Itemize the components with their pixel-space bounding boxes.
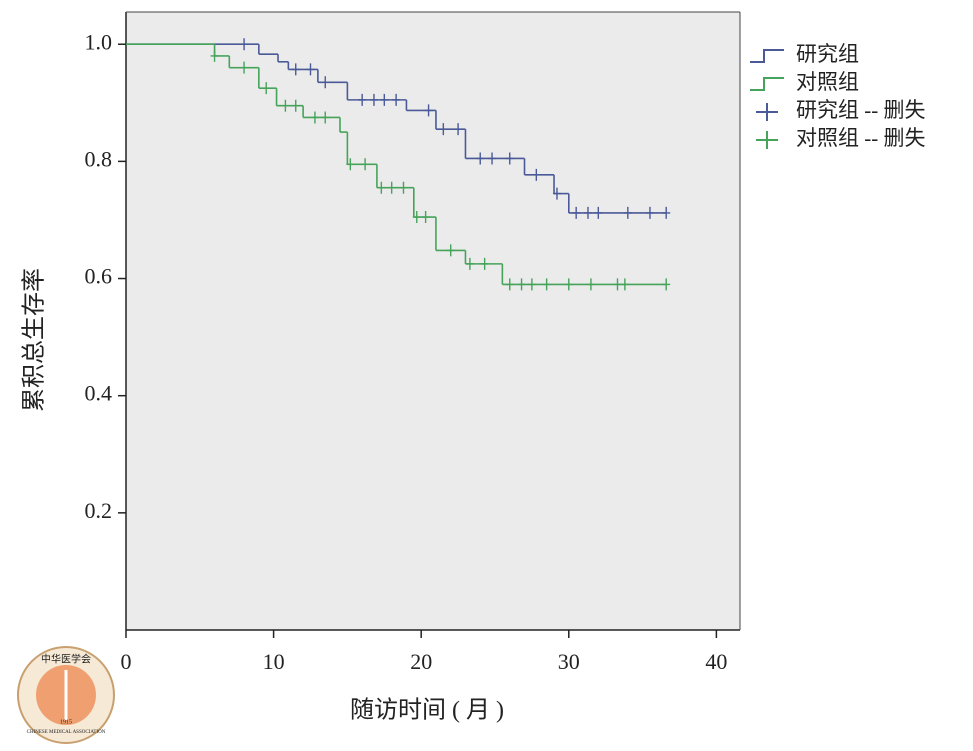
censor-mark (310, 111, 319, 124)
y-tick-label: 0.8 (85, 146, 113, 171)
censor-mark (321, 111, 330, 124)
censor-mark (527, 278, 536, 291)
censor-mark (421, 211, 430, 224)
censor-mark (594, 206, 603, 219)
censor-mark (361, 158, 370, 171)
censor-mark (262, 82, 271, 95)
censor-mark (240, 61, 249, 74)
censor-mark (488, 152, 497, 165)
x-tick-label: 20 (410, 649, 432, 674)
legend-swatch (750, 77, 784, 91)
x-tick-label: 0 (121, 649, 132, 674)
censor-mark (369, 93, 378, 106)
censor-mark (564, 278, 573, 291)
censor-mark (399, 181, 408, 194)
logo-subtitle: CHINESE MEDICAL ASSOCIATION (27, 730, 106, 735)
censor-mark (439, 123, 448, 136)
legend-label: 研究组 -- 删失 (796, 98, 926, 122)
censor-mark (291, 63, 300, 76)
y-tick-label: 0.2 (85, 498, 113, 523)
censor-mark (446, 244, 455, 257)
legend-swatch (756, 103, 778, 121)
y-tick-label: 0.4 (85, 381, 113, 406)
censor-mark (412, 211, 421, 224)
censor-mark (542, 278, 551, 291)
censor-mark (662, 278, 671, 291)
censor-mark (454, 123, 463, 136)
y-axis-label: 累积总生存率 (21, 268, 48, 412)
censor-mark (517, 278, 526, 291)
censor-mark (424, 104, 433, 117)
censor-mark (613, 278, 622, 291)
censor-mark (476, 152, 485, 165)
logo-year: 1915 (60, 719, 72, 725)
censor-mark (572, 206, 581, 219)
x-tick-label: 40 (705, 649, 727, 674)
x-axis-label: 随访时间 ( 月 ) (350, 697, 504, 724)
censor-mark (645, 206, 654, 219)
censor-mark (623, 206, 632, 219)
censor-mark (552, 187, 561, 200)
censor-mark (662, 206, 671, 219)
y-tick-label: 1.0 (85, 29, 113, 54)
plot-background (126, 12, 740, 630)
legend-label: 对照组 -- 删失 (796, 126, 926, 150)
legend-swatch (750, 49, 784, 63)
censor-mark (321, 76, 330, 89)
logo: 中华医学会 CHINESE MEDICAL ASSOCIATION 1915 (17, 646, 115, 744)
x-tick-label: 30 (558, 649, 580, 674)
censor-mark (480, 257, 489, 270)
logo-text: 中华医学会 (41, 652, 91, 665)
censor-mark (306, 63, 315, 76)
y-tick-label: 0.6 (85, 264, 113, 289)
censor-mark (358, 93, 367, 106)
censor-mark (387, 181, 396, 194)
censor-mark (583, 206, 592, 219)
censor-mark (620, 278, 629, 291)
x-tick-label: 10 (263, 649, 285, 674)
legend-swatch (756, 131, 778, 149)
censor-mark (346, 158, 355, 171)
censor-mark (291, 99, 300, 112)
censor-mark (240, 38, 249, 51)
legend-label: 对照组 (796, 70, 859, 94)
censor-mark (281, 99, 290, 112)
censor-mark (210, 49, 219, 62)
censor-mark (380, 93, 389, 106)
legend-label: 研究组 (796, 42, 859, 66)
censor-mark (505, 152, 514, 165)
censor-mark (532, 168, 541, 181)
censor-mark (392, 93, 401, 106)
censor-mark (377, 181, 386, 194)
censor-mark (465, 257, 474, 270)
censor-mark (586, 278, 595, 291)
censor-mark (505, 278, 514, 291)
